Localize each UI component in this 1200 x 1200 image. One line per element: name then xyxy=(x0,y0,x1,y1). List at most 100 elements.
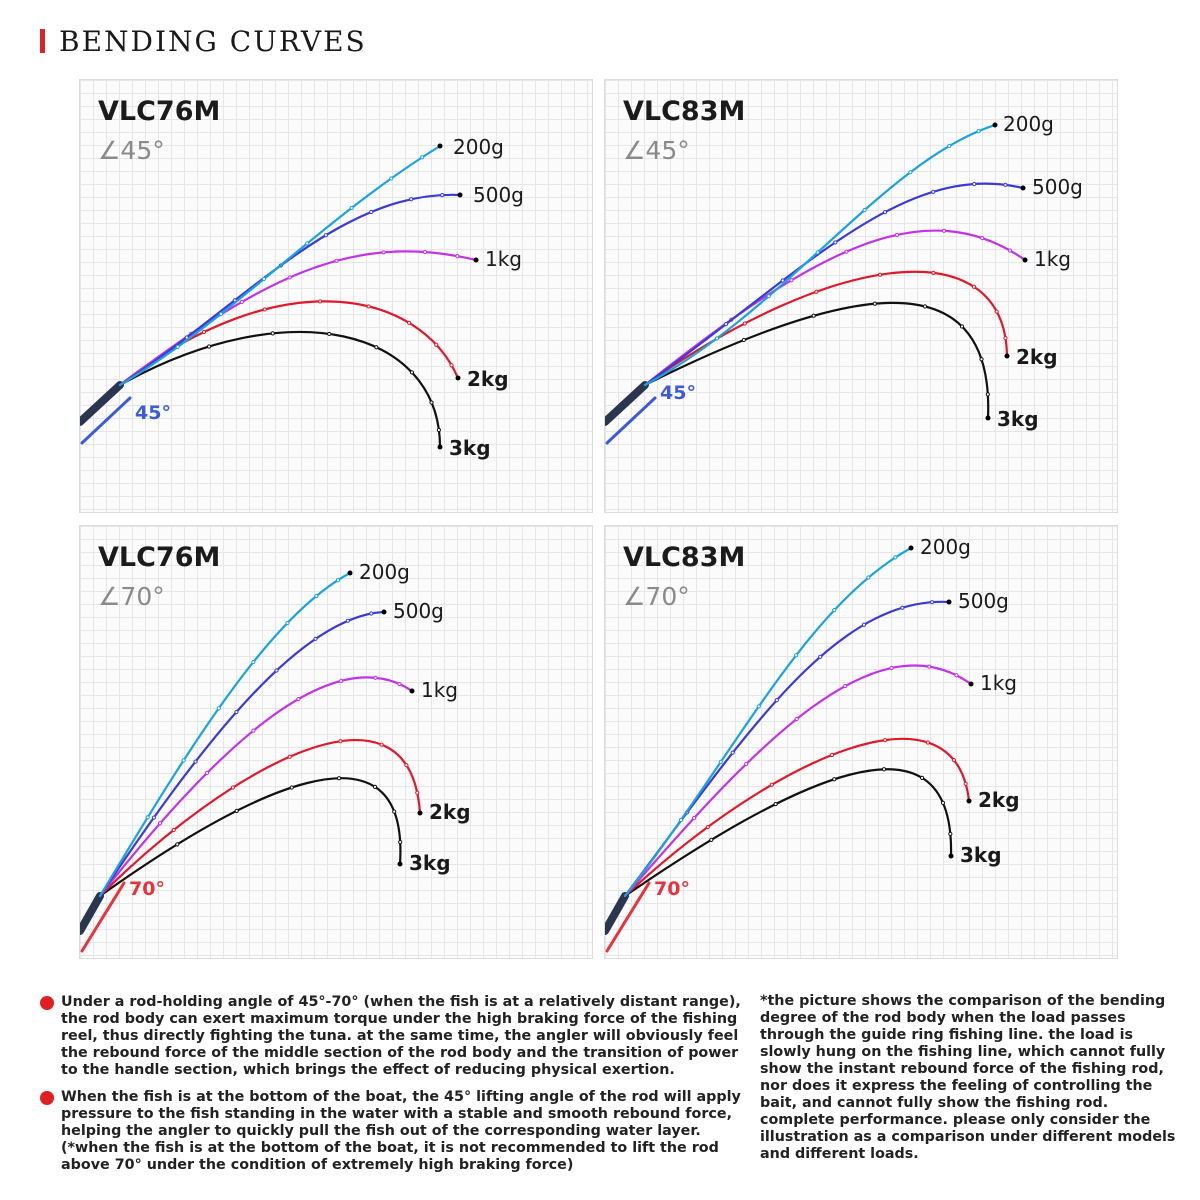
guide-ring xyxy=(318,299,323,304)
guide-ring xyxy=(285,620,290,626)
load-label-500g: 500g xyxy=(393,599,444,623)
load-label-3kg: 3kg xyxy=(409,851,451,875)
rod-butt-section xyxy=(80,381,124,426)
guide-ring xyxy=(1003,336,1008,341)
guide-ring xyxy=(389,176,394,181)
guide-ring xyxy=(373,675,378,680)
model-name: VLC83M xyxy=(623,96,746,127)
angle-label: ∠45° xyxy=(98,136,165,165)
guide-ring xyxy=(741,337,746,343)
guide-ring xyxy=(931,189,936,194)
guide-ring xyxy=(941,228,947,233)
guide-ring xyxy=(287,275,292,280)
load-point-3kg xyxy=(948,853,954,859)
guide-ring xyxy=(723,322,729,327)
rod-curve-500g xyxy=(98,610,386,898)
guide-ring xyxy=(369,611,374,616)
angle-indicator-label: 70° xyxy=(129,878,165,900)
angle-indicator-line xyxy=(605,396,657,445)
guide-ring xyxy=(769,782,774,787)
guide-ring xyxy=(900,605,905,610)
rod-curve-3kg xyxy=(623,768,953,898)
red-bullet-icon xyxy=(40,1091,54,1105)
guide-ring xyxy=(193,759,198,764)
guide-ring xyxy=(979,357,984,362)
guide-ring xyxy=(889,665,894,671)
guide-ring xyxy=(963,781,968,786)
load-point-500g xyxy=(381,609,387,615)
load-point-500g xyxy=(1020,185,1026,191)
guide-ring xyxy=(814,289,819,294)
load-label-2kg: 2kg xyxy=(429,800,471,824)
guide-ring xyxy=(971,284,977,289)
load-label-1kg: 1kg xyxy=(980,671,1018,695)
guide-ring xyxy=(718,759,723,764)
note-disclaimer: *the picture shows the comparison of the… xyxy=(760,993,1176,1162)
guide-ring xyxy=(314,593,319,599)
title-accent-mark xyxy=(40,29,45,53)
guide-ring xyxy=(927,664,932,669)
guide-ring xyxy=(175,344,180,349)
guide-ring xyxy=(372,784,378,789)
guide-ring xyxy=(985,392,990,397)
rod-curve-200g xyxy=(118,144,442,387)
guide-ring xyxy=(204,770,210,775)
guide-ring xyxy=(218,311,224,316)
model-name: VLC76M xyxy=(98,542,221,573)
page-header: BENDING CURVES xyxy=(40,24,367,58)
bending-panel-vlc83m-70: VLC83M ∠70° 3kg 2kg 1kg 500g 200g 70° xyxy=(604,525,1118,959)
load-label-3kg: 3kg xyxy=(997,407,1039,431)
rod-butt-section xyxy=(80,892,104,935)
note-fish-at-bottom: When the fish is at the bottom of the bo… xyxy=(40,1089,748,1174)
load-label-3kg: 3kg xyxy=(449,436,491,460)
note-text: Under a rod-holding angle of 45°-70° (wh… xyxy=(61,994,741,1078)
guide-ring xyxy=(262,307,267,312)
guide-ring xyxy=(1007,248,1013,253)
rod-curve-500g xyxy=(623,600,951,898)
guide-ring xyxy=(843,683,848,689)
load-label-200g: 200g xyxy=(920,535,971,559)
bending-panel-vlc83m-45: VLC83M ∠45° 3kg 2kg 1kg 500g 200g 45° xyxy=(604,79,1118,513)
guide-ring xyxy=(931,270,936,275)
rod-curves-diagram xyxy=(605,122,1028,445)
guide-ring xyxy=(175,842,180,847)
bending-panel-vlc76m-70: VLC76M ∠70° 3kg 2kg 1kg 500g 200g 70° xyxy=(79,525,593,959)
load-point-2kg xyxy=(1004,353,1010,359)
guide-ring xyxy=(171,827,176,833)
note-rod-angle: Under a rod-holding angle of 45°-70° (wh… xyxy=(40,994,748,1079)
rod-curve-1kg xyxy=(118,250,478,387)
guide-ring xyxy=(338,739,343,744)
guide-ring xyxy=(349,205,354,211)
guide-ring xyxy=(925,740,930,745)
load-label-200g: 200g xyxy=(359,560,410,584)
guide-ring xyxy=(420,155,425,160)
load-point-2kg xyxy=(417,810,423,816)
guide-ring xyxy=(151,815,157,820)
guide-ring xyxy=(397,681,402,687)
guide-ring xyxy=(434,342,439,347)
guide-ring xyxy=(948,831,953,836)
guide-ring xyxy=(976,128,981,134)
guide-ring xyxy=(287,754,292,759)
guide-ring xyxy=(369,209,374,215)
guide-ring xyxy=(409,197,414,202)
bending-panel-vlc76m-45: VLC76M ∠45° 3kg 2kg 1kg 500g 200g 45° xyxy=(79,79,593,513)
angle-indicator-label: 70° xyxy=(654,878,690,900)
guide-ring xyxy=(705,824,710,830)
rod-curve-2kg xyxy=(623,737,971,898)
guide-ring xyxy=(216,706,221,711)
load-point-3kg xyxy=(985,415,991,421)
guide-ring xyxy=(449,363,454,368)
guide-ring xyxy=(334,258,339,263)
rod-butt-section xyxy=(605,381,649,426)
guide-ring xyxy=(692,815,697,821)
angle-indicator-line xyxy=(80,396,132,445)
guide-ring xyxy=(794,716,799,722)
guide-ring xyxy=(1003,182,1008,187)
note-text: When the fish is at the bottom of the bo… xyxy=(61,1089,741,1173)
guide-ring xyxy=(234,808,239,813)
guide-ring xyxy=(894,232,900,237)
guide-ring xyxy=(815,250,820,255)
guide-ring xyxy=(881,767,887,772)
guide-ring xyxy=(954,673,959,678)
